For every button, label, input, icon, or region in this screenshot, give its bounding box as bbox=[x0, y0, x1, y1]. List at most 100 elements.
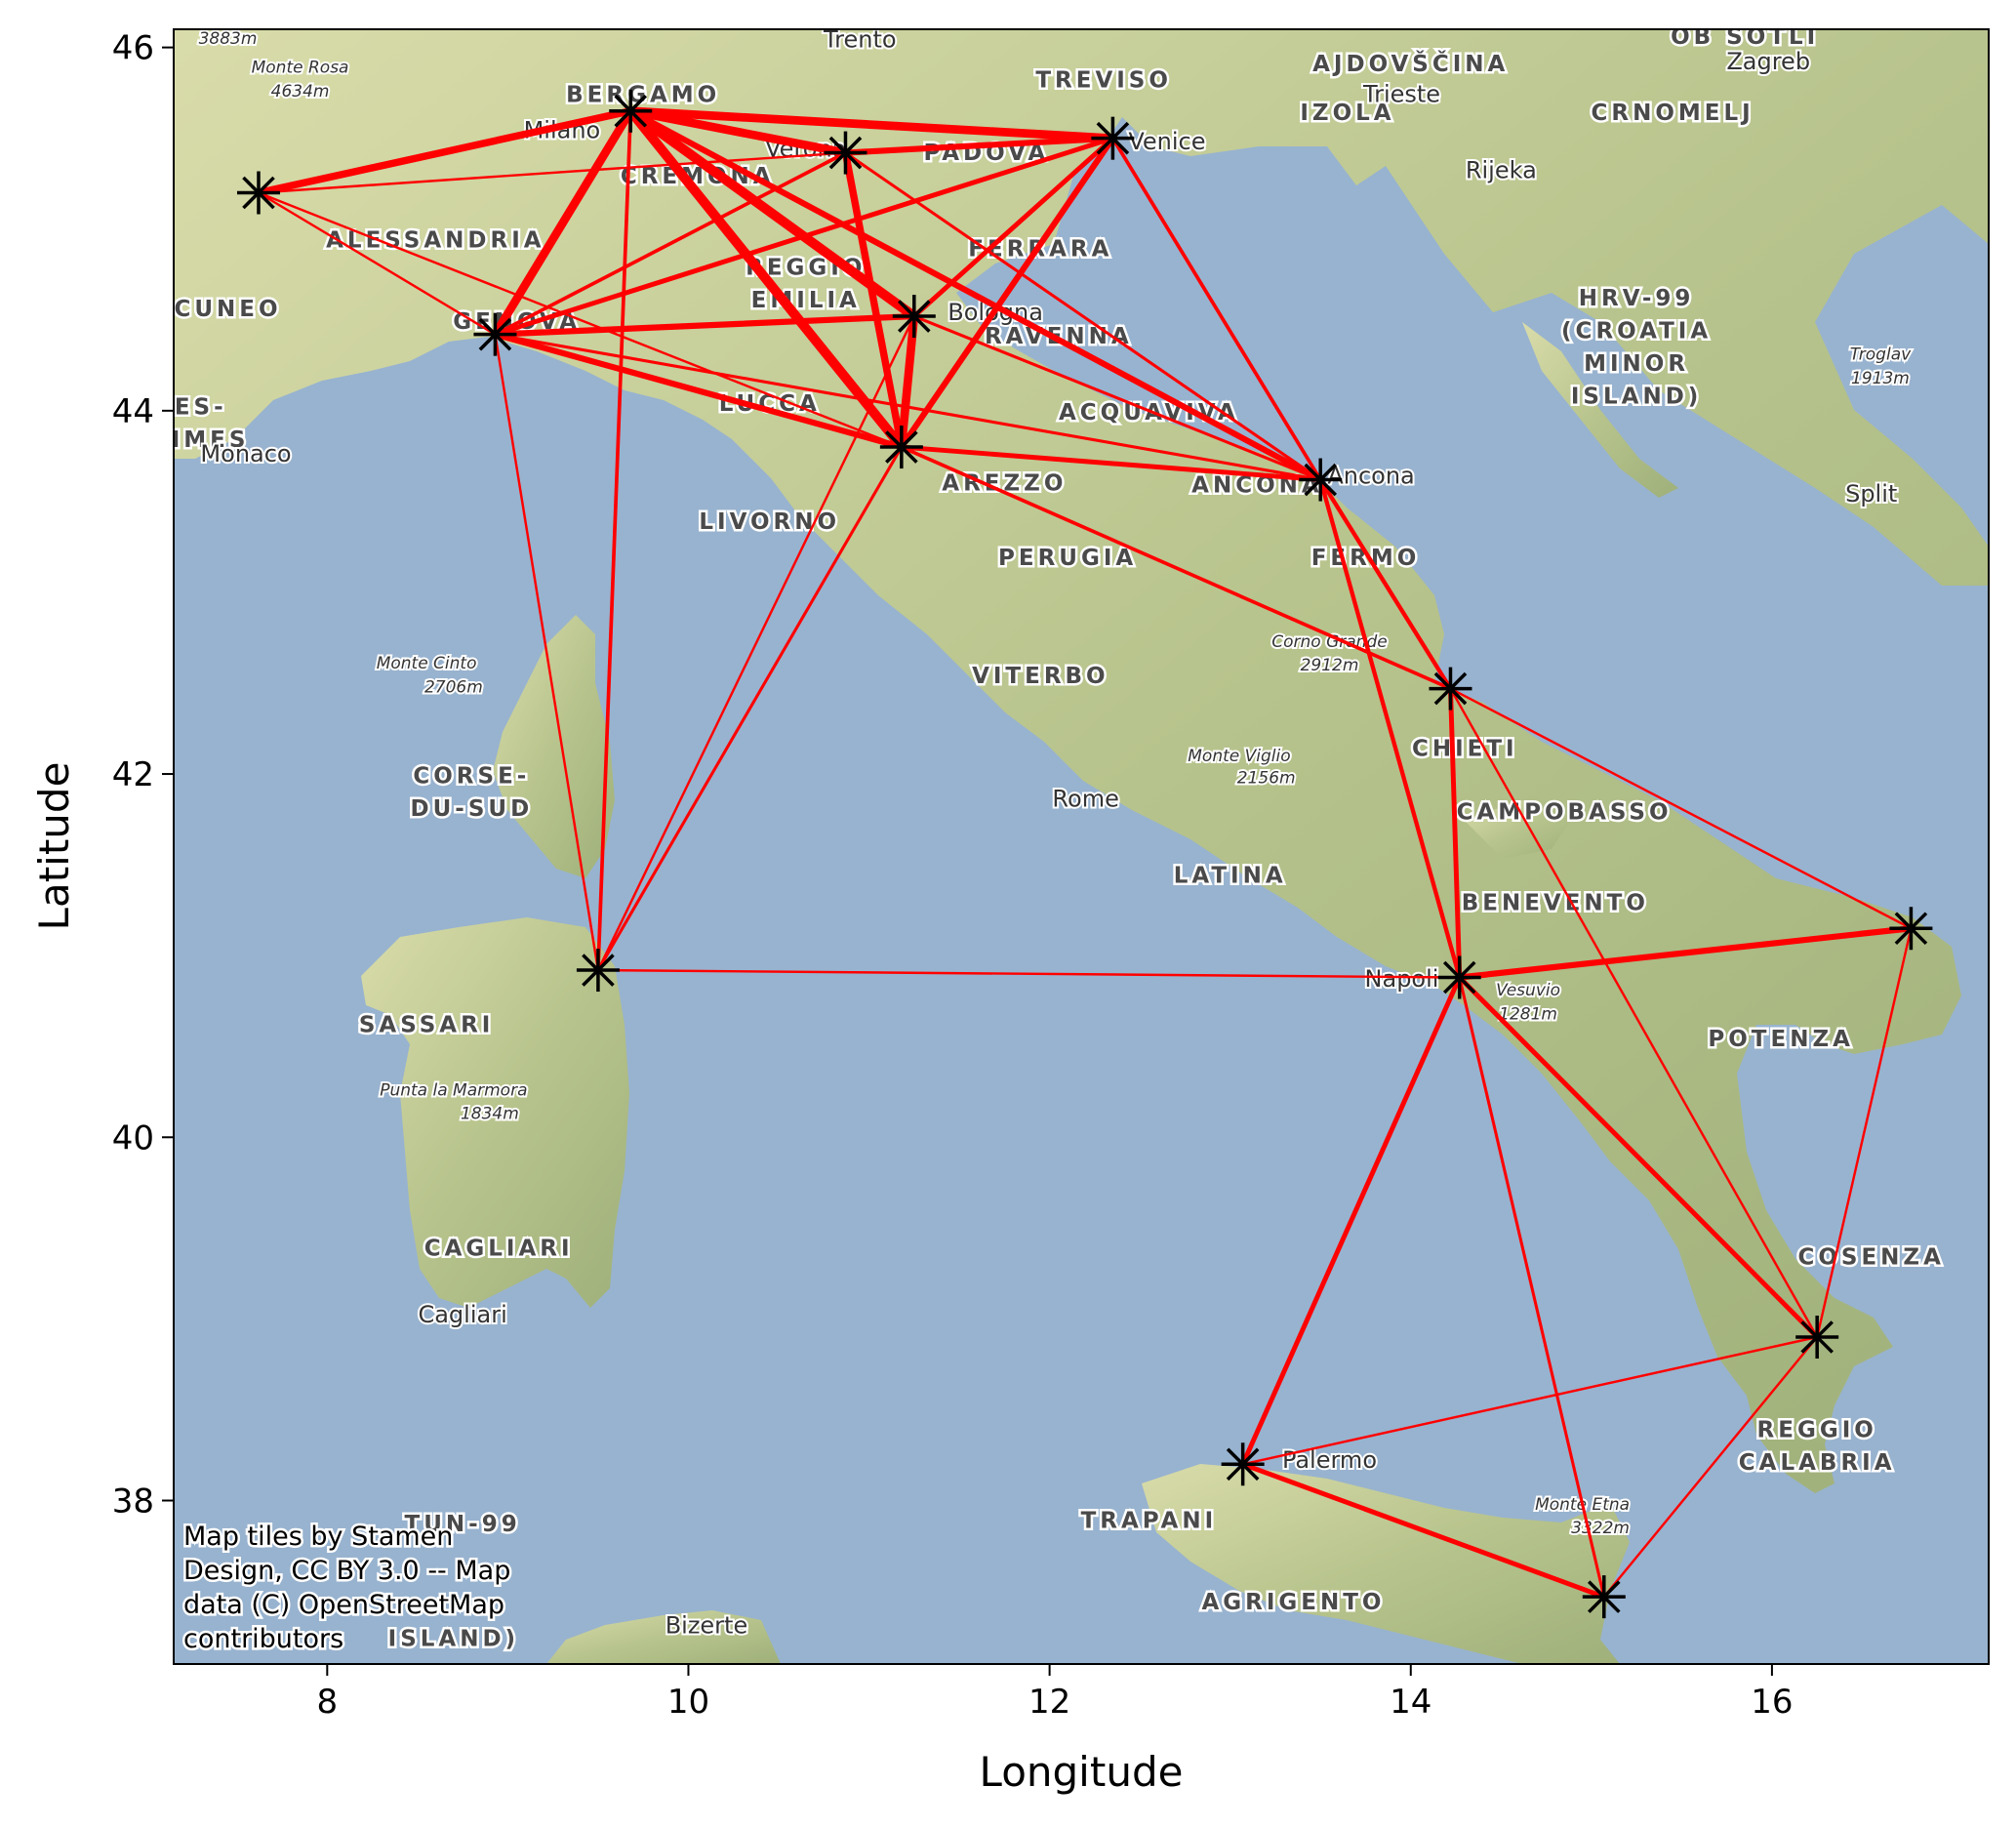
city-label-rome: Rome bbox=[1052, 786, 1118, 813]
node-marker-pescara bbox=[1429, 667, 1472, 710]
peak-label-vesuvio-b: 1281m bbox=[1499, 1004, 1557, 1024]
region-label-corse-a: CORSE- bbox=[413, 763, 530, 789]
axes-frame bbox=[173, 28, 1990, 1665]
y-axis-ticks: 38 40 42 44 46 bbox=[112, 29, 174, 1522]
region-label-fermo: FERMO bbox=[1311, 546, 1421, 571]
land-corsica bbox=[493, 615, 615, 878]
region-label-trapani: TRAPANI bbox=[1081, 1508, 1218, 1533]
region-label-treviso: TREVISO bbox=[1035, 68, 1172, 94]
y-tick-label-40: 40 bbox=[112, 1118, 154, 1157]
node-marker-venezia bbox=[1091, 116, 1135, 160]
land-north bbox=[174, 29, 1989, 1493]
x-tick-label-10: 10 bbox=[667, 1683, 709, 1722]
edge-torino-firenze bbox=[257, 191, 904, 449]
node-marker-napoli bbox=[1437, 955, 1481, 999]
region-label-agrigento: AGRIGENTO bbox=[1201, 1590, 1385, 1615]
edge-lamezia-catania bbox=[1602, 1335, 1819, 1599]
edge-genova-bologna bbox=[492, 312, 917, 338]
network-nodes bbox=[236, 89, 1933, 1619]
edge-napoli-bari bbox=[1456, 925, 1915, 981]
peak-label-viglio-b: 2156m bbox=[1237, 768, 1296, 788]
peak-label-cinto-b: 2706m bbox=[424, 677, 483, 697]
city-label-zagreb: Zagreb bbox=[1726, 48, 1810, 75]
edge-verona-genova bbox=[493, 150, 848, 337]
region-label-hrv99-c: MINOR bbox=[1584, 351, 1689, 377]
map-labels: BERGAMO TREVISO AJDOVŠČINA OB SOTLI IZOLA CRN… bbox=[152, 24, 1944, 1654]
attribution-text: Map tiles by Stamen Design, CC BY 3.0 --… bbox=[181, 1520, 513, 1657]
region-label-ravenna: RAVENNA bbox=[985, 324, 1133, 349]
region-label-hrv99-d: ISLAND) bbox=[1571, 384, 1702, 409]
peak-label-rosa-b: 4634m bbox=[271, 82, 330, 102]
edge-milano-firenze bbox=[625, 105, 907, 453]
region-label-emilia: EMILIA bbox=[751, 288, 861, 313]
region-label-tun99-b: ISLAND) bbox=[388, 1626, 519, 1651]
y-tick-label-44: 44 bbox=[112, 392, 154, 431]
edge-venezia-firenze bbox=[898, 135, 1116, 451]
node-marker-verona bbox=[824, 131, 867, 175]
node-marker-olbia bbox=[576, 949, 620, 993]
edge-milano-venezia bbox=[625, 106, 1117, 143]
region-label-latina: LATINA bbox=[1174, 864, 1287, 889]
region-label-reggio-cal-b: CALABRIA bbox=[1739, 1450, 1896, 1476]
region-label-izola: IZOLA bbox=[1300, 101, 1394, 126]
y-axis-label: Latitude bbox=[30, 762, 78, 931]
edge-milano-olbia bbox=[596, 108, 633, 972]
peak-label-troglav-a: Troglav bbox=[1850, 345, 1912, 365]
region-label-cosenza: COSENZA bbox=[1797, 1245, 1944, 1271]
city-label-napoli: Napoli bbox=[1365, 965, 1439, 993]
region-label-perugia: PERUGIA bbox=[998, 546, 1137, 571]
node-marker-firenze bbox=[879, 426, 923, 469]
city-label-rijeka: Rijeka bbox=[1466, 157, 1537, 184]
edge-venezia-ancona bbox=[1110, 136, 1323, 482]
x-tick-label-16: 16 bbox=[1751, 1683, 1793, 1722]
y-tick-label-38: 38 bbox=[112, 1482, 154, 1522]
region-label-maritimes-b: TIMES bbox=[152, 427, 249, 453]
edge-torino-milano bbox=[255, 107, 634, 197]
region-label-potenza: POTENZA bbox=[1708, 1027, 1854, 1052]
land-sicily bbox=[1142, 1464, 1630, 1664]
x-tick-label-14: 14 bbox=[1390, 1683, 1431, 1722]
region-label-ajdovscina: AJDOVŠČINA bbox=[1312, 50, 1509, 77]
region-label-tun99-a: TUN-99 bbox=[405, 1512, 521, 1537]
node-marker-bologna bbox=[892, 295, 936, 339]
edge-olbia-napoli bbox=[596, 968, 1461, 979]
city-label-cagliari-city: Cagliari bbox=[418, 1301, 506, 1328]
edge-pescara-lamezia bbox=[1449, 687, 1819, 1339]
land-tunisia bbox=[546, 1610, 781, 1664]
attribution-line-1: Map tiles by Stamen bbox=[183, 1522, 453, 1552]
edge-milano-verona bbox=[625, 106, 850, 157]
region-label-ob-sotli: OB SOTLI bbox=[1671, 24, 1819, 50]
region-label-viterbo: VITERBO bbox=[972, 664, 1109, 689]
peak-label-p3883: 3883m bbox=[199, 29, 258, 49]
peak-label-corno-b: 2912m bbox=[1301, 656, 1359, 675]
node-marker-ancona bbox=[1299, 458, 1343, 502]
city-label-split: Split bbox=[1845, 480, 1897, 508]
node-marker-lamezia bbox=[1795, 1316, 1839, 1359]
city-label-trento: Trento bbox=[823, 26, 897, 54]
edge-genova-firenze bbox=[492, 331, 905, 451]
edge-firenze-olbia bbox=[596, 445, 904, 972]
region-label-benevento: BENEVENTO bbox=[1462, 891, 1649, 916]
edge-bologna-firenze bbox=[897, 311, 919, 452]
edge-pescara-bari bbox=[1449, 687, 1913, 930]
region-label-cuneo: CUNEO bbox=[174, 297, 281, 322]
land-islands bbox=[1522, 322, 1678, 498]
edge-verona-venezia bbox=[842, 135, 1116, 156]
edge-bologna-ancona bbox=[912, 314, 1322, 482]
peak-label-marmora-b: 1834m bbox=[461, 1105, 519, 1124]
edge-napoli-lamezia bbox=[1457, 975, 1820, 1340]
node-marker-milano bbox=[609, 89, 653, 133]
network-edges bbox=[255, 105, 1915, 1600]
edge-venezia-genova bbox=[492, 136, 1115, 338]
region-label-crnomelj: CRNOMELJ bbox=[1592, 101, 1754, 126]
peak-label-rosa-a: Monte Rosa bbox=[252, 59, 349, 78]
peak-label-cinto-a: Monte Cinto bbox=[377, 654, 477, 673]
x-axis-ticks: 8 10 12 14 16 bbox=[316, 1664, 1794, 1722]
edge-lamezia-palermo bbox=[1241, 1335, 1819, 1466]
node-marker-palermo bbox=[1221, 1442, 1265, 1486]
edge-ancona-napoli bbox=[1318, 477, 1462, 980]
edge-palermo-catania bbox=[1240, 1461, 1607, 1600]
edge-firenze-ancona bbox=[899, 444, 1323, 483]
y-tick-label-42: 42 bbox=[112, 755, 154, 794]
